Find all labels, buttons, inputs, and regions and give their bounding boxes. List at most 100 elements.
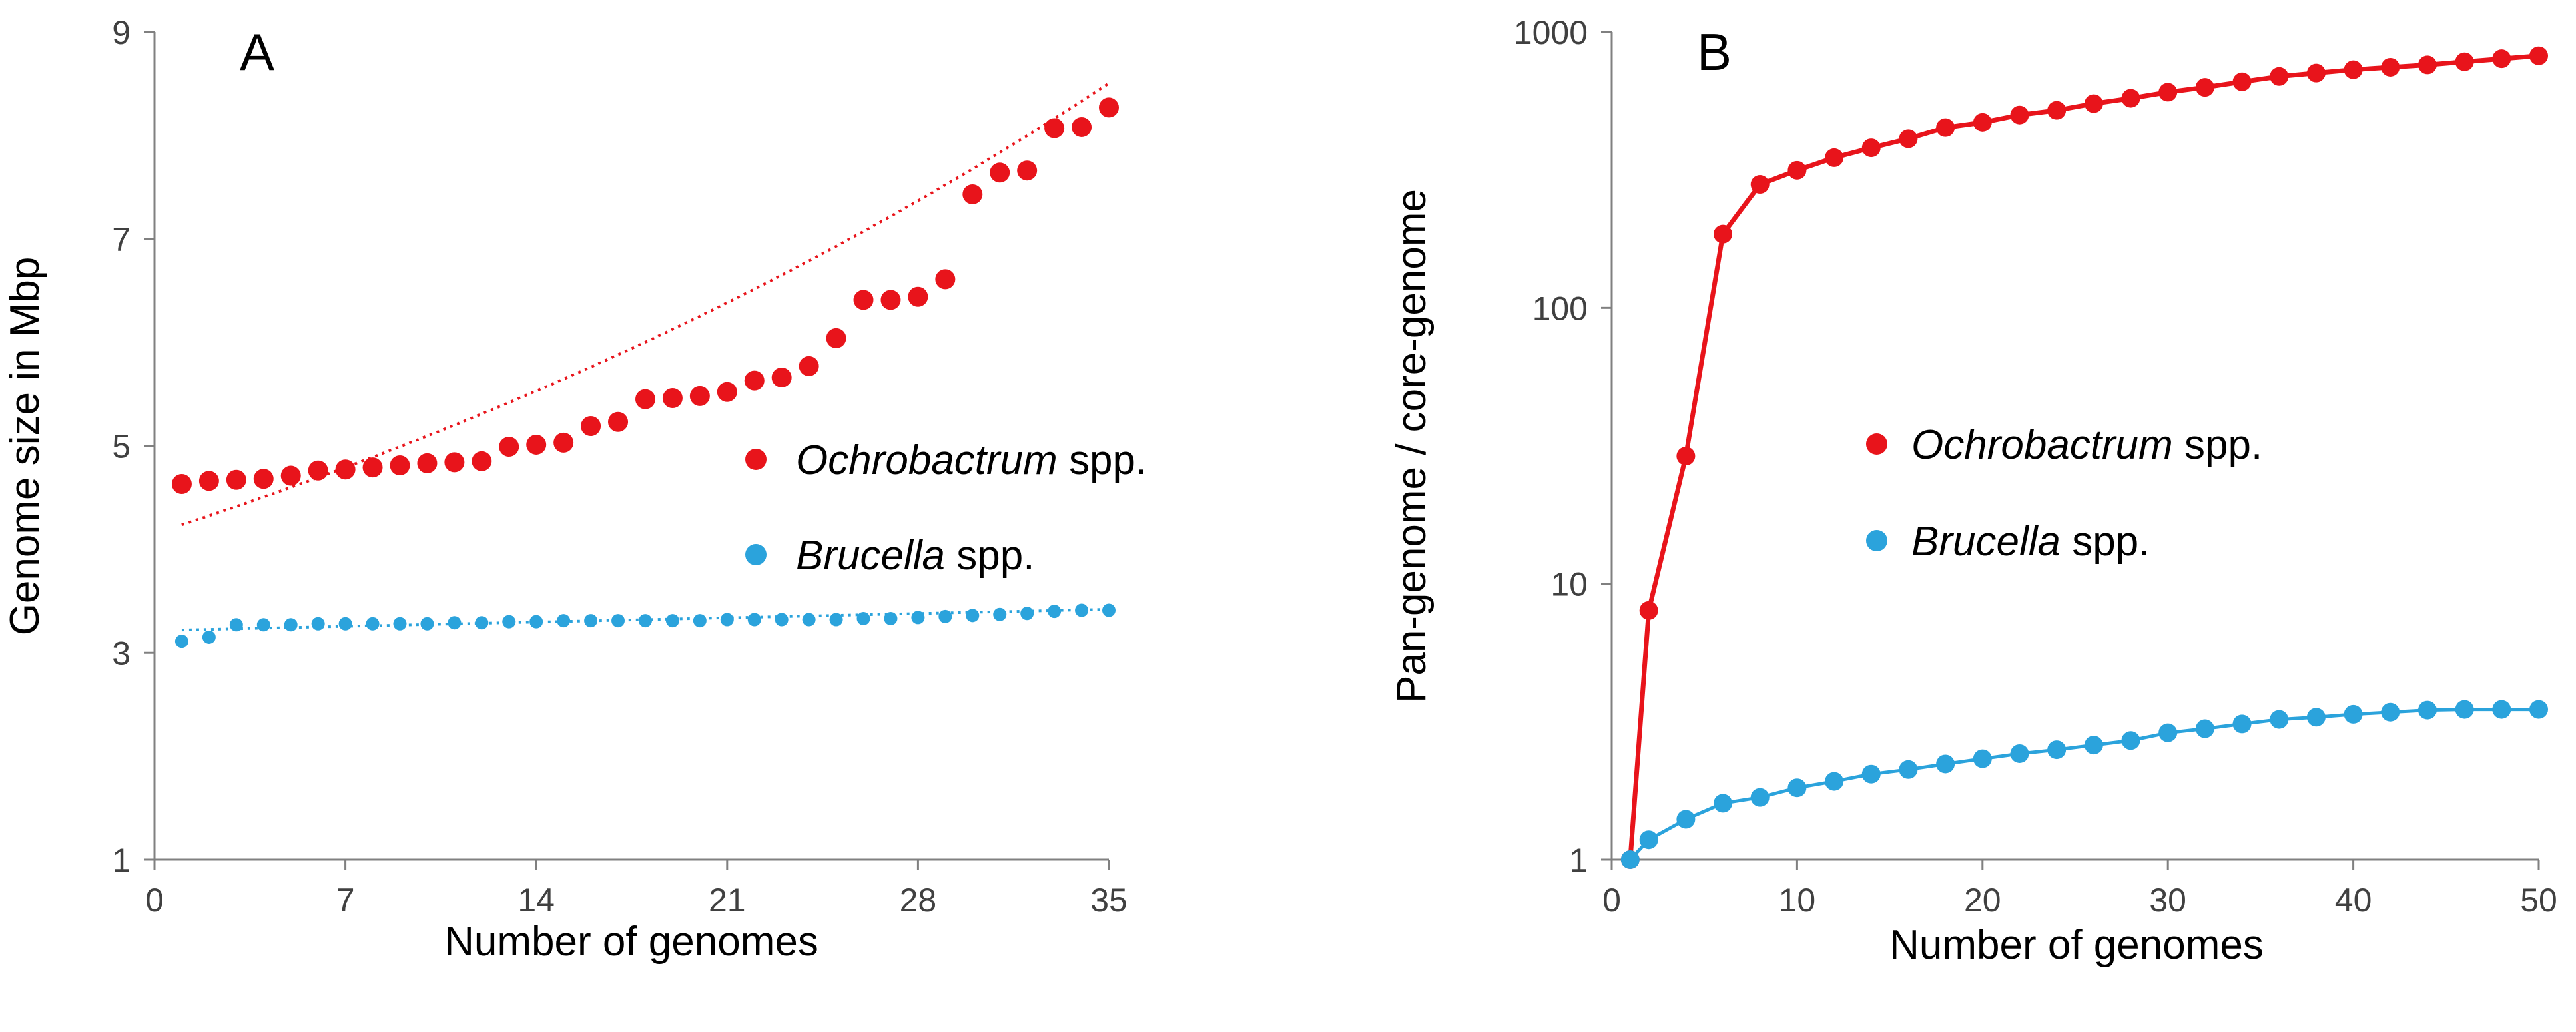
panel-a-ochrobactrum-point [608, 411, 629, 432]
panel-a-ochrobactrum-point [280, 465, 301, 486]
panel-a-ochrobactrum-point [417, 453, 438, 473]
panel-b-brucella-point [2232, 714, 2252, 734]
panel-b-ochrobactrum-point [1750, 175, 1770, 194]
panel-b-legend-ochrobactrum-marker [1866, 433, 1887, 455]
panel-a-brucella-point [802, 613, 816, 627]
panel-b-x-tick-label: 40 [2335, 882, 2372, 919]
panel-a-brucella-point [665, 614, 679, 628]
panel-a-x-tick-label: 7 [336, 882, 355, 919]
panel-b-ochrobactrum-point [2232, 72, 2252, 91]
panel-a-brucella-points [174, 603, 1116, 648]
panel-a-brucella-point [611, 614, 625, 628]
panel-a-brucella-point [884, 611, 898, 625]
panel-a-brucella-point [502, 615, 516, 629]
panel-a-ochrobactrum-point [689, 386, 710, 406]
panel-a-brucella-point [311, 617, 325, 631]
panel-a-y-axis-title: Genome size in Mbp [2, 257, 48, 636]
panel-b-brucella-point [2306, 708, 2326, 727]
panel-a-brucella-point [229, 618, 243, 632]
panel-b-brucella-point [2417, 700, 2437, 720]
panel-a-ochrobactrum-point [826, 328, 846, 348]
panel-b-legend-brucella-label: Brucella spp. [1911, 519, 2150, 565]
panel-b-ochrobactrum-point [2529, 46, 2548, 65]
panel-a-brucella-point [775, 613, 789, 627]
panel-b-brucella-points [1620, 700, 2548, 869]
panel-b-brucella-point [1620, 850, 1640, 869]
panel-a-ochrobactrum-point [362, 457, 383, 478]
panel-b-x-tick-label: 0 [1602, 882, 1621, 919]
panel-b-ochrobactrum-point [1899, 129, 1918, 148]
panel-a-ochrobactrum-point [1044, 118, 1065, 138]
panel-a-ochrobactrum-point [253, 469, 274, 489]
panel-b-legend-ochrobactrum-label: Ochrobactrum spp. [1911, 422, 2262, 468]
panel-a-legend-brucella-marker [745, 544, 767, 565]
panel-b-brucella-point [2195, 719, 2214, 738]
panel-a-legend-brucella-label: Brucella spp. [796, 533, 1034, 579]
panel-a-ochrobactrum-point [799, 356, 819, 376]
panel-a-ochrobactrum-point [198, 471, 219, 491]
panel-a-ochrobactrum-point [1017, 160, 1038, 181]
panel-a-ochrobactrum-point [1072, 117, 1092, 137]
panel-b-ochrobactrum-point [1825, 148, 1844, 167]
panel-a-brucella-point [1020, 607, 1034, 621]
panel-a-ochrobactrum-point [472, 451, 492, 471]
panel-b-ochrobactrum-point [2158, 83, 2178, 102]
panel-b-brucella-point [2010, 744, 2029, 763]
panel-b-brucella-point [2492, 700, 2511, 719]
panel-a-ochrobactrum-point [935, 269, 956, 290]
panel-b-brucella-point [2121, 731, 2140, 750]
panel-a-brucella-point [448, 616, 462, 630]
panel-a-ochrobactrum-point [771, 367, 792, 387]
panel-b-ochrobactrum-point [2492, 49, 2511, 69]
panel-a-brucella-point [393, 617, 407, 631]
panel-a-brucella-point [475, 616, 489, 630]
panel-b-y-ticks: 1 10 100 1000 [1514, 14, 1612, 879]
panel-a-brucella-point [284, 618, 298, 632]
panel-b-ochrobactrum-point [2084, 94, 2103, 113]
panel-a-ochrobactrum-point [226, 469, 246, 490]
panel-b-ochrobactrum-point [1973, 113, 1992, 132]
panel-b-ochrobactrum-point [1936, 118, 1955, 137]
panel-b-ochrobactrum-point [1676, 447, 1696, 466]
panel-a-ochrobactrum-point [553, 432, 574, 453]
panel-a-ochrobactrum-point [444, 452, 465, 473]
panel-b-y-tick-label: 1 [1569, 842, 1588, 879]
panel-b-y-tick-label: 10 [1550, 566, 1588, 603]
panel-b-ochrobactrum-point [1787, 160, 1807, 180]
panel-a-x-axis-title: Number of genomes [444, 919, 818, 965]
panel-a-brucella-point [747, 613, 761, 627]
panel-a-ochrobactrum-point [853, 290, 874, 310]
panel-b-brucella-point [1825, 772, 1844, 791]
panel-a-x-ticks: 0 7 14 21 28 35 [145, 860, 1127, 919]
panel-a-ochrobactrum-point [744, 370, 765, 391]
panel-a-brucella-point [966, 609, 980, 623]
panel-a-brucella-point [1102, 603, 1116, 617]
panel-a-legend-ochrobactrum-label: Ochrobactrum spp. [796, 437, 1147, 483]
panel-a-ochrobactrum-point [635, 389, 655, 409]
panel-b-ochrobactrum-point [2344, 60, 2363, 79]
panel-a-ochrobactrum-point [335, 459, 356, 480]
panel-b-x-tick-label: 20 [1964, 882, 2001, 919]
panel-b-brucella-point [1787, 778, 1807, 798]
panel-a-ochrobactrum-point [390, 455, 410, 476]
panel-b-brucella-point [2084, 736, 2103, 755]
panel-b-ochrobactrum-point [1639, 601, 1658, 620]
panel-a-letter: A [240, 23, 274, 81]
panel-a-x-tick-label: 28 [900, 882, 937, 919]
panel-b-brucella-point [1899, 760, 1918, 779]
panel-a-brucella-point [202, 630, 216, 644]
panel-a-brucella-point [338, 617, 352, 631]
panel-a-ochrobactrum-point [1099, 97, 1119, 118]
panel-b-brucella-point [2047, 740, 2067, 760]
panel-b-x-tick-label: 30 [2149, 882, 2186, 919]
panel-a-brucella-point [693, 614, 707, 628]
panel-b-ochrobactrum-point [2195, 78, 2214, 97]
panel-b-ochrobactrum-point [2306, 63, 2326, 83]
panel-a-x-tick-label: 0 [145, 882, 164, 919]
panel-a-brucella-point [720, 613, 734, 627]
panel-a-brucella-point [829, 613, 843, 627]
panel-b-ochrobactrum-point [2455, 52, 2474, 71]
panel-b-brucella-point [1861, 764, 1881, 784]
panel-b-ochrobactrum-point [2381, 57, 2400, 77]
panel-a-ochrobactrum-point [526, 434, 547, 455]
